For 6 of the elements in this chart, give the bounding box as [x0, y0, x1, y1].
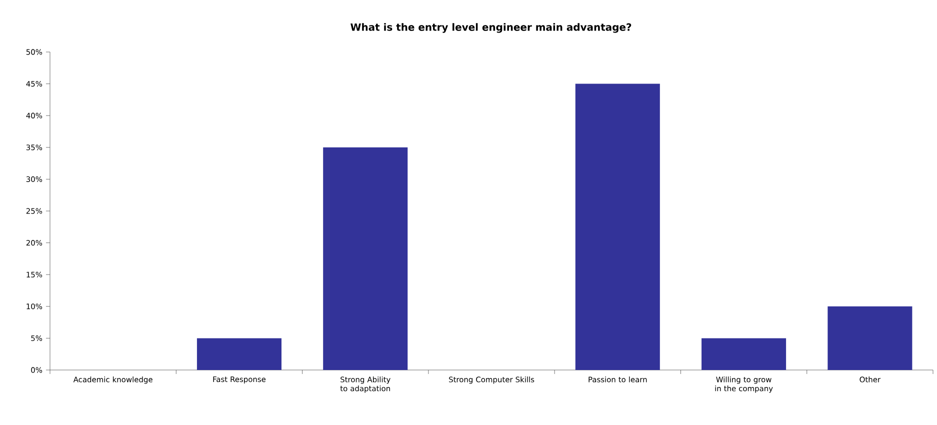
bar	[196, 338, 282, 370]
bar	[323, 147, 408, 370]
bar	[828, 306, 912, 370]
bar	[575, 84, 660, 370]
chart-title: What is the entry level engineer main advantage?	[350, 23, 632, 33]
bar	[702, 338, 786, 370]
